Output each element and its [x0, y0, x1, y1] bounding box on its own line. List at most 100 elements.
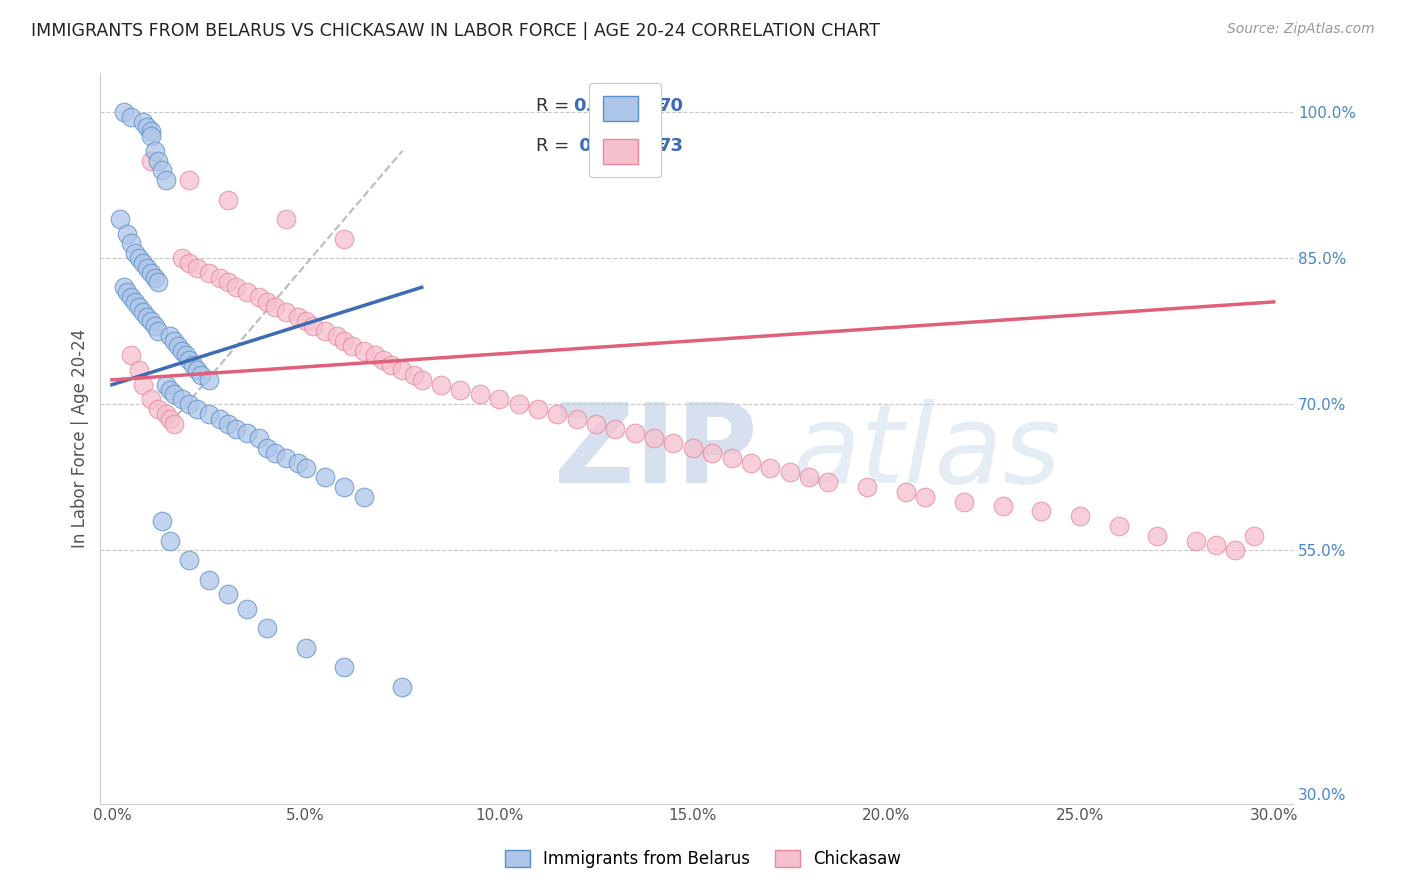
Point — [159, 383, 181, 397]
Point — [256, 294, 278, 309]
Point — [1223, 543, 1246, 558]
Y-axis label: In Labor Force | Age 20-24: In Labor Force | Age 20-24 — [72, 328, 89, 548]
Point — [163, 417, 186, 431]
Point — [325, 329, 347, 343]
Point — [143, 319, 166, 334]
Point — [132, 114, 155, 128]
Point — [856, 480, 879, 494]
Point — [411, 373, 433, 387]
Text: R =: R = — [536, 97, 575, 115]
Point — [148, 324, 170, 338]
Point — [170, 343, 193, 358]
Point — [197, 407, 219, 421]
Point — [170, 251, 193, 265]
Point — [914, 490, 936, 504]
Point — [186, 363, 208, 377]
Point — [197, 573, 219, 587]
Point — [276, 212, 298, 227]
Text: atlas: atlas — [792, 400, 1060, 507]
Point — [333, 334, 356, 348]
Text: N =: N = — [620, 97, 672, 115]
Point — [179, 397, 201, 411]
Point — [702, 446, 724, 460]
Point — [225, 421, 247, 435]
Point — [120, 110, 142, 124]
Point — [333, 480, 356, 494]
Point — [797, 470, 820, 484]
Text: N =: N = — [620, 137, 672, 155]
Point — [380, 358, 402, 372]
Point — [155, 173, 177, 187]
Point — [181, 358, 204, 372]
Point — [217, 587, 239, 601]
Text: 0.123: 0.123 — [572, 137, 636, 155]
Point — [139, 124, 162, 138]
Text: IMMIGRANTS FROM BELARUS VS CHICKASAW IN LABOR FORCE | AGE 20-24 CORRELATION CHAR: IMMIGRANTS FROM BELARUS VS CHICKASAW IN … — [31, 22, 880, 40]
Point — [643, 431, 665, 445]
Point — [163, 387, 186, 401]
Point — [302, 319, 325, 334]
Text: 73: 73 — [658, 137, 683, 155]
Point — [371, 353, 394, 368]
Point — [155, 377, 177, 392]
Point — [139, 129, 162, 144]
Point — [112, 105, 135, 120]
Point — [1108, 519, 1130, 533]
Point — [527, 402, 550, 417]
Point — [623, 426, 645, 441]
Point — [120, 349, 142, 363]
Point — [353, 343, 375, 358]
Point — [391, 680, 413, 694]
Text: 70: 70 — [658, 97, 683, 115]
Point — [217, 193, 239, 207]
Point — [1069, 509, 1091, 524]
Point — [174, 349, 197, 363]
Point — [333, 660, 356, 674]
Point — [585, 417, 607, 431]
Point — [779, 466, 801, 480]
Point — [124, 294, 146, 309]
Point — [287, 310, 309, 324]
Point — [236, 601, 259, 615]
Point — [209, 270, 232, 285]
Text: 0.275: 0.275 — [572, 97, 630, 115]
Point — [217, 417, 239, 431]
Point — [159, 329, 181, 343]
Point — [117, 227, 139, 241]
Point — [340, 339, 363, 353]
Point — [1185, 533, 1208, 548]
Point — [139, 314, 162, 328]
Point — [565, 412, 588, 426]
Point — [294, 314, 316, 328]
Point — [128, 363, 150, 377]
Text: R =: R = — [536, 137, 575, 155]
Point — [256, 441, 278, 455]
Point — [314, 324, 336, 338]
Point — [276, 450, 298, 465]
Point — [148, 402, 170, 417]
Point — [402, 368, 425, 382]
Point — [662, 436, 685, 450]
Point — [186, 260, 208, 275]
Point — [132, 304, 155, 318]
Point — [132, 256, 155, 270]
Point — [155, 407, 177, 421]
Point — [128, 300, 150, 314]
Point — [150, 163, 173, 178]
Point — [179, 353, 201, 368]
Point — [225, 280, 247, 294]
Point — [1031, 504, 1053, 518]
Point — [186, 402, 208, 417]
Point — [263, 446, 285, 460]
Point — [430, 377, 453, 392]
Text: Source: ZipAtlas.com: Source: ZipAtlas.com — [1227, 22, 1375, 37]
Point — [294, 640, 316, 655]
Point — [391, 363, 413, 377]
Point — [720, 450, 742, 465]
Point — [135, 260, 157, 275]
Point — [139, 392, 162, 407]
Point — [128, 251, 150, 265]
Legend: Immigrants from Belarus, Chickasaw: Immigrants from Belarus, Chickasaw — [498, 843, 908, 875]
Point — [117, 285, 139, 300]
Point — [120, 290, 142, 304]
